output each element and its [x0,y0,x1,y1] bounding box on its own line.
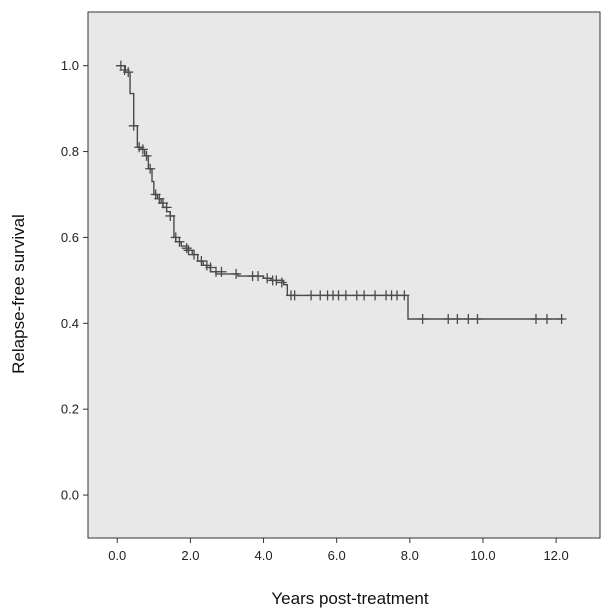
y-tick-label: 0.6 [61,230,79,245]
censor-mark [306,290,317,301]
censor-mark [452,314,463,325]
y-tick-label: 0.0 [61,488,79,503]
censor-mark [189,249,200,260]
censor-mark [123,67,134,78]
censor-mark [531,314,541,325]
censor-mark [165,210,176,221]
censor-mark [141,150,152,161]
y-tick-label: 1.0 [61,58,79,73]
censor-mark [541,314,552,325]
censor-mark [253,271,264,282]
censor-mark [359,290,370,301]
censor-mark [174,236,185,247]
y-tick-label: 0.2 [61,402,79,417]
censored-marks [115,60,567,325]
censor-mark [472,314,483,325]
censor-mark [205,262,216,273]
x-tick-label: 0.0 [108,548,126,563]
y-axis-title: Relapse-free survival [9,214,28,374]
censor-mark [556,314,567,325]
x-axis: 0.0 2.0 4.0 6.0 8.0 10.0 12.0 [108,538,569,563]
censor-mark [181,243,192,254]
censor-mark [145,163,156,174]
censor-mark [340,290,351,301]
x-tick-label: 10.0 [470,548,495,563]
x-axis-title: Years post-treatment [271,589,428,608]
plot-area [87,11,601,539]
censor-mark [443,314,454,325]
censor-mark [137,144,148,155]
censor-mark [161,202,172,213]
x-tick-label: 4.0 [255,548,273,563]
censor-mark [196,256,207,267]
censor-mark [370,290,381,301]
censor-mark [289,290,300,301]
censor-mark [216,266,227,277]
censor-mark [183,245,194,256]
censor-mark [399,290,410,301]
x-tick-label: 12.0 [543,548,568,563]
y-tick-label: 0.8 [61,144,79,159]
y-tick-label: 0.4 [61,316,79,331]
x-tick-label: 8.0 [401,548,419,563]
censor-mark [262,273,273,284]
censor-mark [417,314,428,325]
x-tick-label: 6.0 [328,548,346,563]
censor-mark [276,277,287,288]
censor-mark [231,268,242,279]
censor-mark [128,120,139,131]
x-tick-label: 2.0 [181,548,199,563]
censor-mark [271,275,282,286]
censor-mark [463,314,474,325]
y-axis: 0.0 0.2 0.4 0.6 0.8 1.0 [61,58,88,503]
